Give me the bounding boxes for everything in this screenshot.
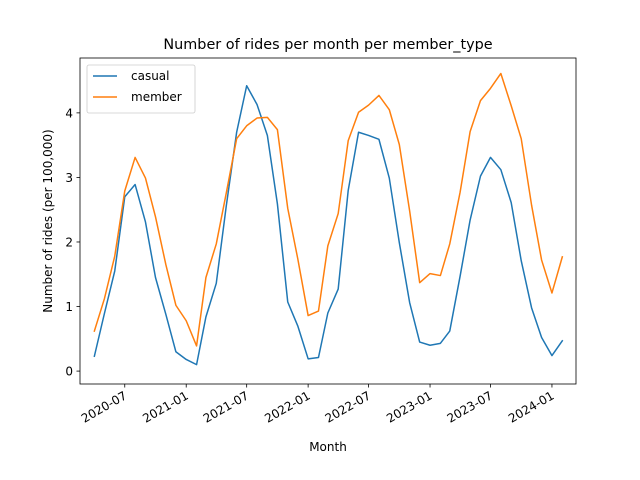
chart-title: Number of rides per month per member_typ… [163, 37, 492, 53]
y-tick-label: 3 [65, 171, 73, 185]
series-layer [93, 72, 564, 366]
y-axis-title: Number of rides (per 100,000) [41, 129, 55, 312]
legend-label-member: member [131, 90, 182, 104]
legend-box [86, 64, 196, 114]
plot-area [93, 72, 564, 366]
y-tick-label: 0 [65, 365, 73, 379]
y-axis: 0 1 2 3 4 [65, 106, 80, 379]
y-tick-label: 1 [65, 300, 73, 314]
series-line-member [93, 72, 564, 347]
series-line-casual [93, 85, 564, 366]
legend: casual member [86, 64, 196, 114]
y-tick-label: 2 [65, 235, 73, 249]
axes-frame [79, 57, 577, 385]
x-axis-title: Month [309, 440, 347, 454]
y-tick-label: 4 [65, 106, 73, 120]
legend-label-casual: casual [131, 69, 170, 83]
